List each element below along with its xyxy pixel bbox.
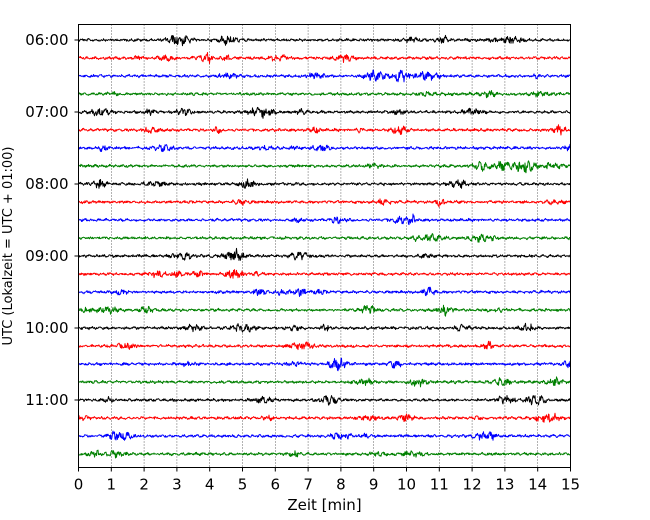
seismogram-trace (78, 449, 571, 459)
x-tick-label: 13 (495, 476, 514, 494)
seismogram-trace (78, 178, 571, 189)
seismogram-trace (78, 247, 571, 261)
y-axis-label: UTC (Lokalzeit = UTC + 01:00) (1, 147, 16, 346)
seismogram-trace (78, 51, 571, 64)
plot-frame (78, 24, 571, 468)
seismogram-trace (78, 213, 571, 226)
seismogram-trace (78, 34, 571, 47)
seismogram-trace (78, 198, 571, 208)
seismogram-trace (78, 233, 571, 243)
seismogram-trace (78, 269, 571, 279)
y-tick-label: 07:00 (25, 103, 68, 121)
x-tick-label: 8 (336, 476, 346, 494)
seismogram-trace (78, 106, 571, 119)
trace-group (78, 34, 571, 459)
y-tick-label: 10:00 (25, 319, 68, 337)
y-tick-label: 09:00 (25, 247, 68, 265)
seismogram-trace (78, 340, 571, 351)
x-tick-label: 14 (528, 476, 547, 494)
x-tick-label: 0 (74, 476, 84, 494)
x-tick-label: 15 (561, 476, 580, 494)
x-axis-label: Zeit [min] (287, 496, 361, 514)
seismogram-trace (78, 357, 571, 372)
x-tick-label: 6 (271, 476, 281, 494)
seismogram-trace (78, 412, 571, 423)
seismogram-trace (78, 69, 571, 83)
x-tick-label: 7 (303, 476, 313, 494)
y-tick-label: 08:00 (25, 175, 68, 193)
seismogram-trace (78, 395, 571, 406)
x-tick-label: 3 (172, 476, 182, 494)
seismogram-trace (78, 430, 571, 441)
seismogram-trace (78, 90, 571, 99)
seismogram-trace (78, 376, 571, 388)
y-tick-label: 06:00 (25, 31, 68, 49)
seismogram-trace (78, 143, 571, 153)
x-tick-label: 11 (430, 476, 449, 494)
x-tick-label: 4 (205, 476, 215, 494)
x-tick-label: 5 (238, 476, 248, 494)
x-tick-label: 10 (397, 476, 416, 494)
x-tick-label: 2 (139, 476, 149, 494)
y-tick-label: 11:00 (25, 391, 68, 409)
seismogram-trace (78, 160, 571, 174)
x-tick-label: 1 (107, 476, 117, 494)
y-axis-ticks: 06:00 07:00 08:00 09:00 10:00 11:00 (25, 31, 79, 409)
x-axis-ticks: 0 1 2 3 4 5 6 7 8 9 10 11 12 13 14 15 (74, 467, 580, 494)
seismogram-trace (78, 124, 571, 136)
grid-lines (111, 24, 539, 468)
x-tick-label: 12 (463, 476, 482, 494)
seismogram-trace (78, 304, 571, 317)
x-tick-label: 9 (369, 476, 379, 494)
seismogram-trace (78, 286, 571, 297)
seismogram-trace (78, 322, 571, 333)
